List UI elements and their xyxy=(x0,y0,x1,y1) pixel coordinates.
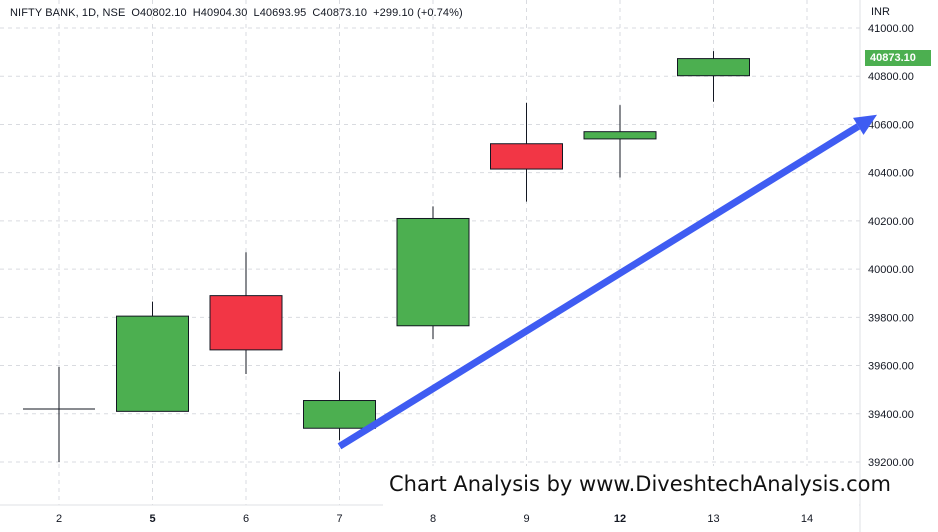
candle-body xyxy=(303,400,376,429)
y-tick-label: 40400.00 xyxy=(868,168,914,180)
trend-arrow-shaft xyxy=(337,123,861,450)
high-value: H40904.30 xyxy=(192,7,248,19)
watermark-text: Chart Analysis by www.DiveshtechAnalysis… xyxy=(383,466,891,506)
candle-body xyxy=(116,315,189,412)
x-tick-label: 13 xyxy=(707,513,719,525)
symbol-header: NIFTY BANK, 1D, NSE O40802.10 H40904.30 L40… xyxy=(10,7,469,19)
open-value: O40802.10 xyxy=(131,7,187,19)
low-value: L40693.95 xyxy=(253,7,307,19)
last-price-badge: 40873.10 xyxy=(865,50,931,66)
x-tick-label: 7 xyxy=(336,513,342,525)
candle-body xyxy=(396,217,470,327)
y-tick-label: 40200.00 xyxy=(868,216,914,228)
x-tick-label: 14 xyxy=(801,513,813,525)
price-axis: 39200.00 39400.00 39600.00 39800.00 40000.00… xyxy=(868,23,914,469)
x-tick-label: 6 xyxy=(243,513,249,525)
change-value: +299.10 (+0.74%) xyxy=(373,7,463,19)
y-tick-label: 41000.00 xyxy=(868,23,914,35)
x-tick-label: 8 xyxy=(430,513,436,525)
candle-body xyxy=(209,295,283,351)
y-tick-label: 39400.00 xyxy=(868,409,914,421)
y-tick-label: 39200.00 xyxy=(868,457,914,469)
candles xyxy=(23,51,750,462)
y-tick-label: 39800.00 xyxy=(868,312,914,324)
close-value: C40873.10 xyxy=(312,7,368,19)
x-tick-label: 9 xyxy=(523,513,529,525)
currency-label: INR xyxy=(871,6,890,18)
y-tick-label: 40800.00 xyxy=(868,71,914,83)
trend-arrow-head xyxy=(853,114,877,135)
trend-arrow xyxy=(337,114,877,450)
y-tick-label: 39600.00 xyxy=(868,361,914,373)
candle-body xyxy=(677,58,750,77)
x-tick-label: 12 xyxy=(614,513,626,525)
time-axis: 2 5 6 7 8 9 12 13 14 xyxy=(56,513,813,525)
x-tick-label: 5 xyxy=(149,513,155,525)
x-tick-label: 2 xyxy=(56,513,62,525)
candle-body xyxy=(583,131,657,140)
y-tick-label: 40600.00 xyxy=(868,119,914,131)
y-tick-label: 40000.00 xyxy=(868,264,914,276)
candle-body xyxy=(490,143,563,170)
symbol-label: NIFTY BANK, 1D, NSE xyxy=(10,7,126,19)
